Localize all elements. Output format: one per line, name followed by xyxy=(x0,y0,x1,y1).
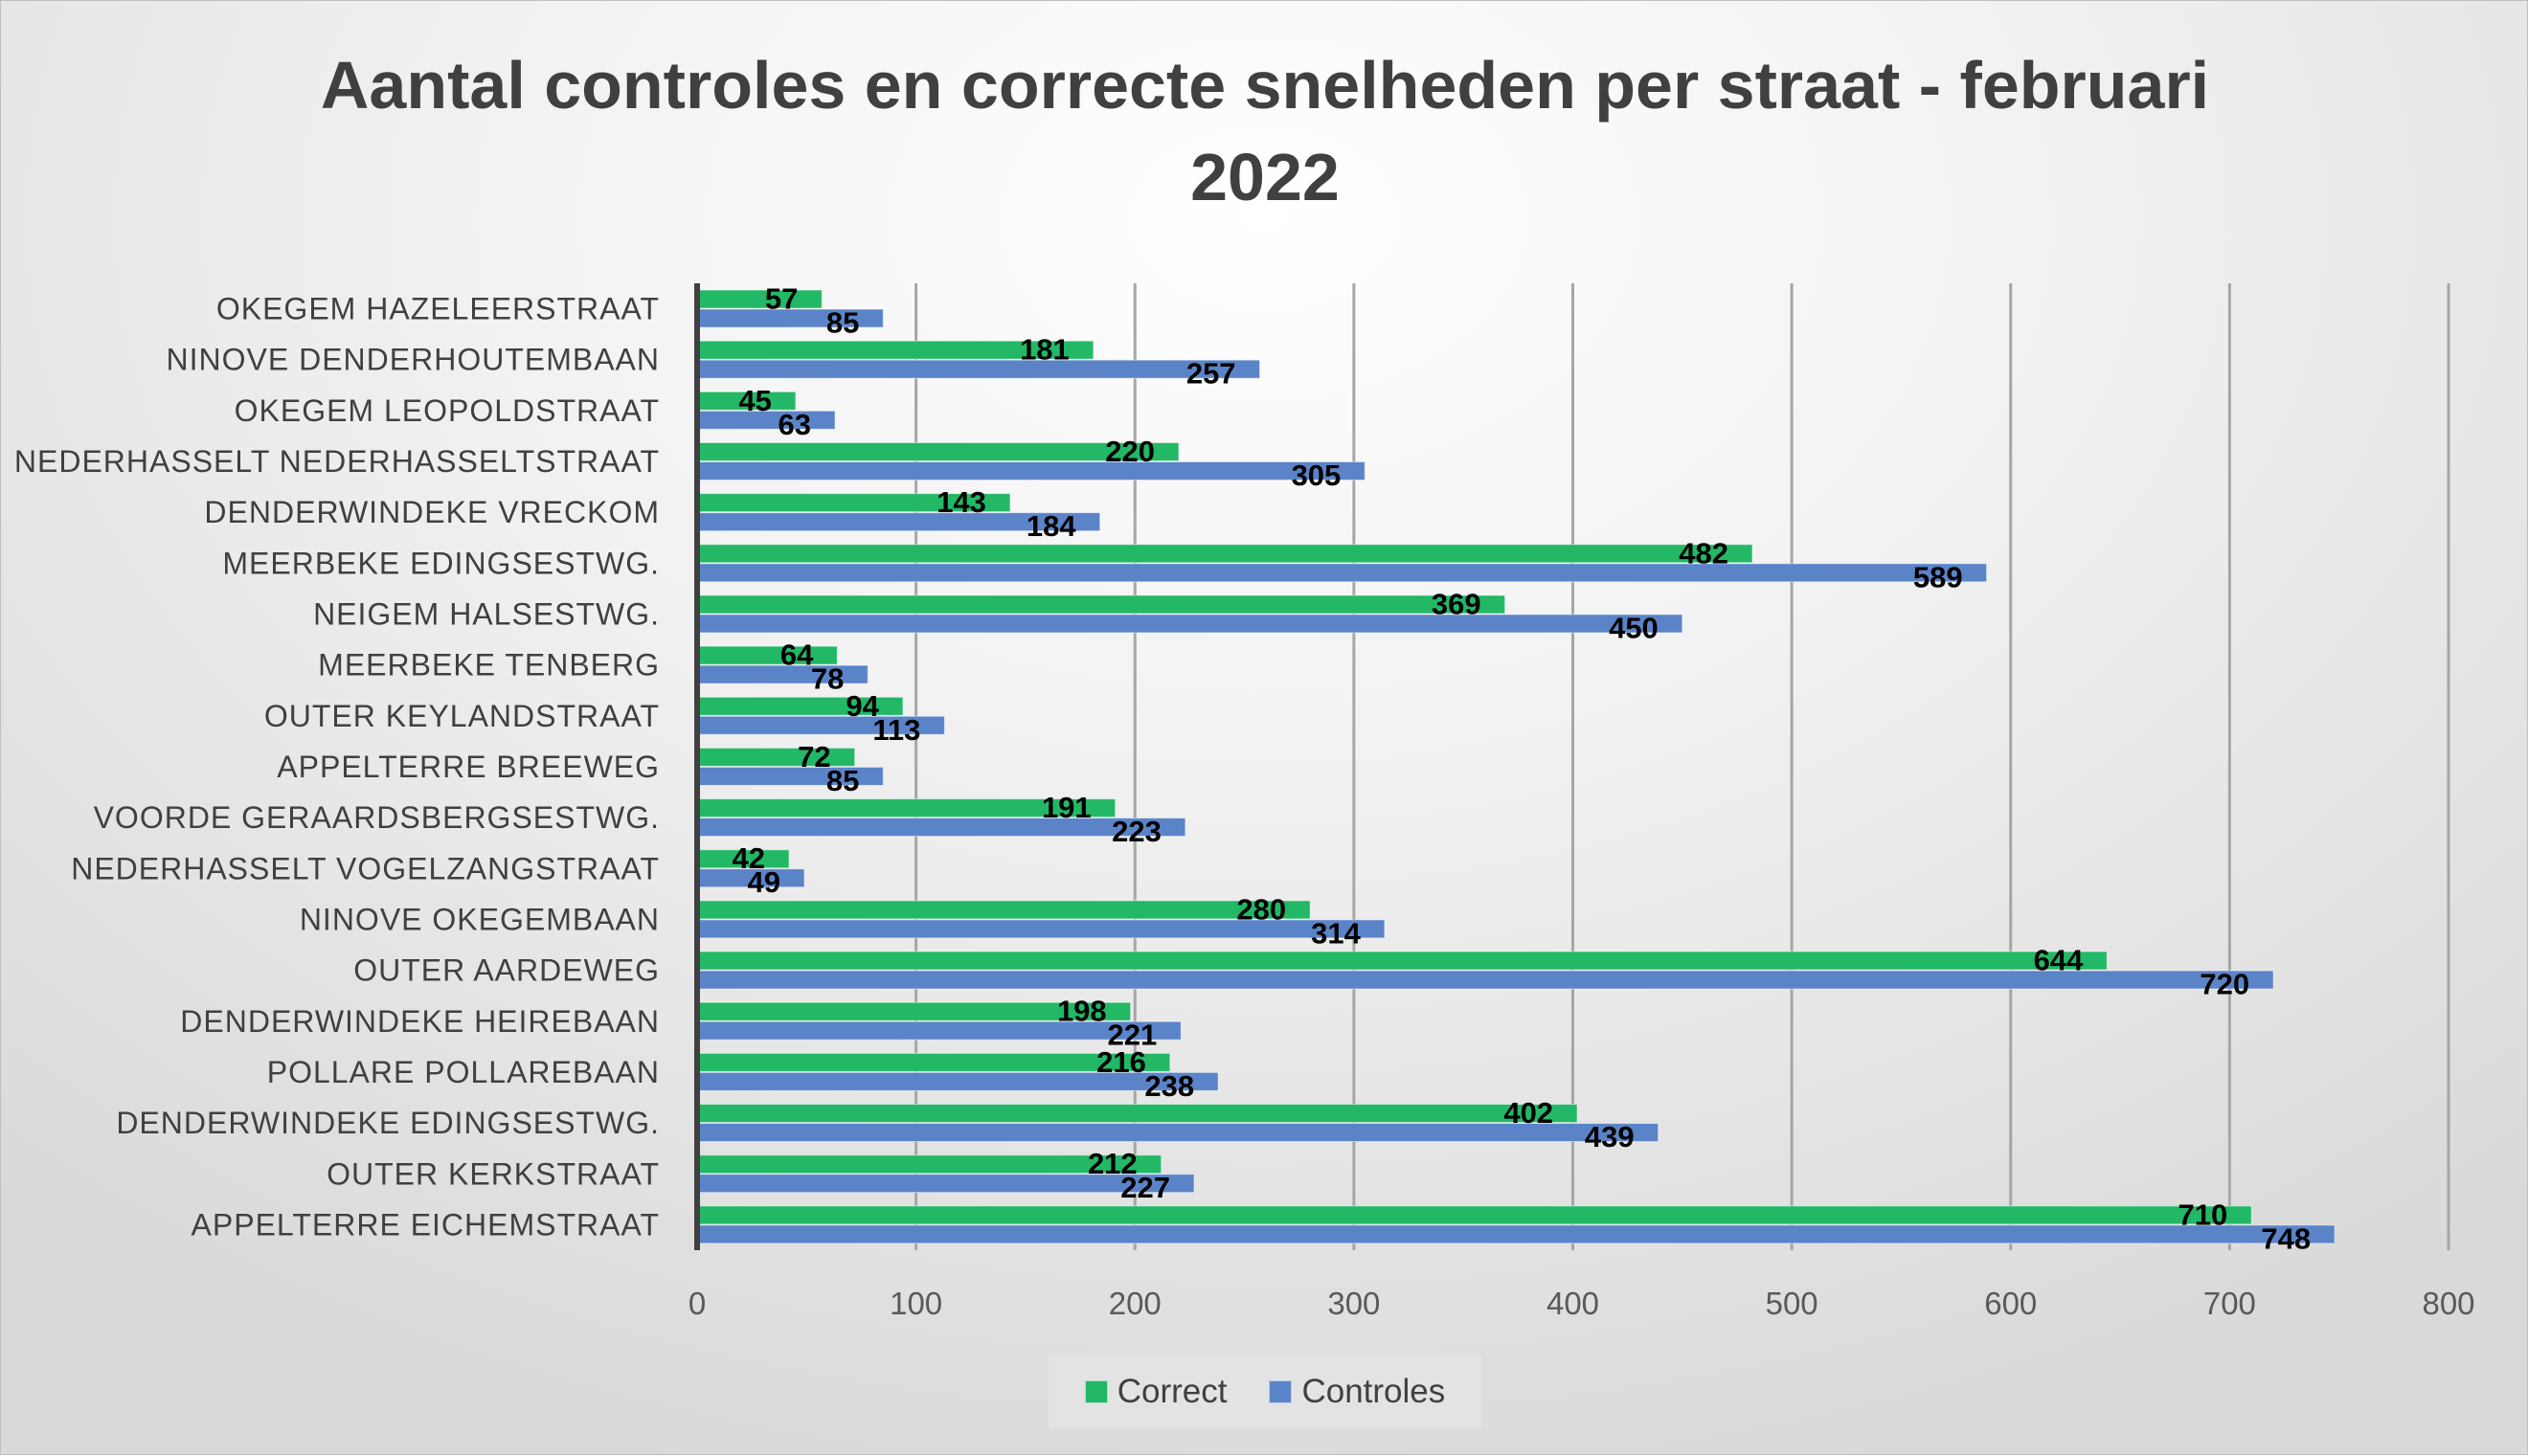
data-label-correct: 402 xyxy=(1503,1096,1553,1130)
category-label: NINOVE DENDERHOUTEMBAAN xyxy=(167,343,661,377)
category-label: OKEGEM LEOPOLDSTRAAT xyxy=(235,393,660,428)
data-label-controles: 223 xyxy=(1112,815,1162,848)
category-label: OKEGEM HAZELEERSTRAAT xyxy=(216,292,660,326)
legend-swatch-correct xyxy=(1084,1379,1108,1403)
data-label-correct: 482 xyxy=(1679,536,1728,570)
category-label: VOORDE GERAARDSBERGSESTWG. xyxy=(94,800,660,835)
x-tick-label: 0 xyxy=(688,1286,706,1321)
data-label-correct: 212 xyxy=(1088,1147,1138,1180)
bar-correct xyxy=(696,544,1753,564)
bar-correct xyxy=(696,1205,2252,1225)
data-label-correct: 280 xyxy=(1236,892,1286,926)
data-label-correct: 191 xyxy=(1042,791,1092,824)
data-label-correct: 220 xyxy=(1105,435,1155,468)
legend-swatch-controles xyxy=(1269,1379,1293,1403)
data-label-controles: 49 xyxy=(748,865,780,899)
data-label-correct: 57 xyxy=(765,282,798,316)
x-tick-label: 800 xyxy=(2422,1286,2474,1321)
bar-correct xyxy=(696,289,823,309)
x-tick-label: 500 xyxy=(1766,1286,1818,1321)
data-label-controles: 238 xyxy=(1144,1069,1194,1103)
data-label-controles: 184 xyxy=(1027,509,1076,543)
category-label: MEERBEKE TENBERG xyxy=(318,648,660,683)
bar-correct xyxy=(696,900,1311,920)
category-label: NINOVE OKEGEMBAAN xyxy=(300,902,660,936)
data-label-controles: 305 xyxy=(1292,459,1342,492)
x-tick-label: 200 xyxy=(1109,1286,1162,1321)
data-label-controles: 748 xyxy=(2261,1221,2311,1255)
x-tick-label: 100 xyxy=(890,1286,942,1321)
data-label-controles: 63 xyxy=(779,408,811,441)
legend-item-correct: Correct xyxy=(1084,1372,1228,1411)
x-tick-label: 400 xyxy=(1546,1286,1599,1321)
data-label-controles: 439 xyxy=(1585,1120,1635,1154)
data-label-correct: 181 xyxy=(1020,333,1070,367)
bar-controles xyxy=(696,460,1366,481)
category-label: DENDERWINDEKE HEIREBAAN xyxy=(180,1004,660,1039)
data-label-controles: 221 xyxy=(1108,1019,1158,1052)
data-label-correct: 198 xyxy=(1057,995,1107,1028)
category-label: OUTER AARDEWEG xyxy=(353,953,660,988)
chart-title-line-1: Aantal controles en correcte snelheden p… xyxy=(320,48,2210,123)
category-label: OUTER KERKSTRAAT xyxy=(327,1156,660,1191)
category-label: OUTER KEYLANDSTRAAT xyxy=(264,699,660,733)
data-label-correct: 143 xyxy=(937,485,986,519)
x-tick-label: 700 xyxy=(2203,1286,2256,1321)
data-label-correct: 45 xyxy=(738,384,771,417)
legend-label-controles: Controles xyxy=(1301,1372,1446,1410)
data-label-controles: 589 xyxy=(1913,560,1963,594)
data-label-controles: 78 xyxy=(811,662,844,696)
data-label-correct: 64 xyxy=(780,638,814,672)
data-label-controles: 85 xyxy=(826,764,859,797)
data-label-correct: 72 xyxy=(798,740,830,773)
category-label: DENDERWINDEKE EDINGSESTWG. xyxy=(116,1106,660,1140)
chart-title: Aantal controles en correcte snelheden p… xyxy=(1,39,2528,223)
data-label-controles: 113 xyxy=(872,713,920,747)
bar-controles xyxy=(696,1224,2336,1244)
x-tick-label: 300 xyxy=(1327,1286,1380,1321)
category-label: NEIGEM HALSESTWG. xyxy=(313,597,660,632)
bar-correct xyxy=(696,1104,1578,1124)
legend-item-controles: Controles xyxy=(1269,1373,1445,1411)
category-label: DENDERWINDEKE VRECKOM xyxy=(204,495,660,529)
data-label-correct: 644 xyxy=(2034,944,2084,977)
legend-label-correct: Correct xyxy=(1117,1372,1228,1410)
chart-title-line-2: 2022 xyxy=(1190,140,1340,214)
category-label: POLLARE POLLAREBAAN xyxy=(267,1055,660,1089)
data-label-controles: 85 xyxy=(826,306,859,340)
bar-correct xyxy=(696,594,1506,615)
data-label-correct: 42 xyxy=(733,841,765,875)
bar-controles xyxy=(696,563,1988,583)
category-label: APPELTERRE EICHEMSTRAAT xyxy=(192,1207,660,1242)
x-tick-label: 600 xyxy=(1984,1286,2037,1321)
data-label-correct: 94 xyxy=(846,689,879,723)
data-label-controles: 257 xyxy=(1186,357,1236,391)
category-label: MEERBEKE EDINGSESTWG. xyxy=(222,546,660,580)
category-label: NEDERHASSELT NEDERHASSELTSTRAAT xyxy=(14,444,660,479)
data-label-controles: 227 xyxy=(1120,1171,1170,1204)
data-label-correct: 369 xyxy=(1432,587,1481,620)
bar-controles xyxy=(696,614,1683,634)
data-label-controles: 314 xyxy=(1311,916,1361,950)
data-label-controles: 450 xyxy=(1609,611,1659,644)
data-label-correct: 216 xyxy=(1096,1045,1146,1079)
bar-controles xyxy=(696,359,1261,379)
legend: Correct Controles xyxy=(1049,1355,1481,1428)
category-label: APPELTERRE BREEWEG xyxy=(277,750,660,784)
bar-correct xyxy=(696,951,2108,971)
category-label: NEDERHASSELT VOGELZANGSTRAAT xyxy=(71,851,660,885)
data-label-correct: 710 xyxy=(2178,1198,2228,1231)
data-label-controles: 720 xyxy=(2200,968,2249,1001)
